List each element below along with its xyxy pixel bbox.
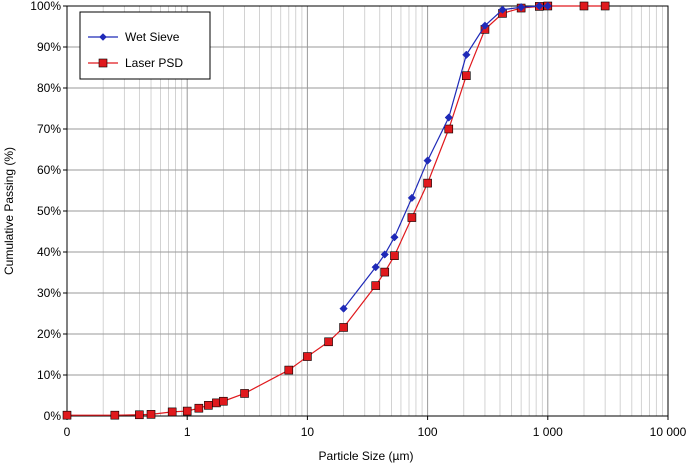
- data-point-laser-psd: [182, 406, 192, 416]
- y-tick-label: 90%: [37, 40, 61, 54]
- x-tick-label: 0: [64, 425, 71, 439]
- legend-marker-wet-sieve: [99, 33, 107, 41]
- x-tick-label: 1 000: [533, 425, 563, 439]
- data-point-laser-psd: [135, 410, 144, 420]
- y-tick-label: 100%: [30, 0, 61, 13]
- data-point-wet-sieve: [371, 263, 380, 272]
- data-point-laser-psd: [390, 251, 399, 260]
- data-point-wet-sieve: [380, 250, 389, 259]
- data-point-wet-sieve: [423, 156, 432, 165]
- y-tick-label: 30%: [37, 286, 61, 300]
- data-point-wet-sieve: [535, 1, 544, 11]
- data-point-laser-psd: [371, 281, 380, 290]
- data-point-laser-psd: [444, 124, 454, 134]
- data-point-wet-sieve: [339, 304, 348, 313]
- data-point-laser-psd: [110, 410, 120, 420]
- y-tick-label: 60%: [37, 163, 61, 177]
- data-point-wet-sieve: [444, 113, 453, 122]
- data-point-laser-psd: [146, 410, 156, 419]
- data-point-laser-psd: [462, 71, 471, 80]
- legend-marker-laser-psd: [98, 58, 108, 68]
- tick-labels: 0 1 10 100 1 000 10 000 0% 10% 20% 30% 40% 50% 60% 70…: [30, 0, 686, 439]
- data-point-wet-sieve: [498, 5, 507, 14]
- x-tick-label: 1: [184, 425, 191, 439]
- data-point-laser-psd: [167, 407, 177, 417]
- series-line-wet-sieve: [343, 5, 548, 309]
- data-point-laser-psd: [423, 178, 432, 188]
- y-tick-label: 70%: [37, 122, 61, 136]
- data-point-laser-psd: [380, 267, 390, 277]
- legend-box: [79, 11, 211, 80]
- y-tick-label: 10%: [37, 368, 61, 382]
- data-point-laser-psd: [579, 1, 589, 11]
- data-point-laser-psd: [62, 410, 72, 420]
- data-point-laser-psd: [204, 401, 213, 410]
- x-tick-label: 10 000: [650, 425, 687, 439]
- data-point-wet-sieve: [407, 193, 417, 203]
- y-axis-title: Cumulative Passing (%): [2, 147, 16, 275]
- x-axis-title: Particle Size (µm): [319, 449, 414, 463]
- legend-label-laser-psd: Laser PSD: [125, 56, 183, 70]
- y-tick-label: 80%: [37, 81, 61, 95]
- data-point-laser-psd: [219, 396, 228, 406]
- axes: [63, 5, 669, 420]
- series-layer: [62, 1, 610, 420]
- data-point-wet-sieve: [480, 21, 490, 30]
- y-tick-label: 20%: [37, 327, 61, 341]
- data-point-laser-psd: [240, 389, 249, 398]
- data-point-laser-psd: [339, 323, 348, 332]
- data-point-laser-psd: [303, 352, 312, 361]
- y-tick-label: 50%: [37, 204, 61, 218]
- legend-label-wet-sieve: Wet Sieve: [125, 30, 180, 44]
- data-point-laser-psd: [600, 1, 610, 11]
- data-point-wet-sieve: [462, 50, 471, 59]
- x-tick-label: 100: [418, 425, 438, 439]
- data-point-laser-psd: [407, 213, 417, 222]
- y-tick-label: 40%: [37, 245, 61, 259]
- data-point-laser-psd: [324, 337, 333, 347]
- x-tick-label: 10: [301, 425, 315, 439]
- data-point-wet-sieve: [516, 3, 526, 12]
- y-tick-label: 0%: [44, 409, 62, 423]
- data-point-laser-psd: [284, 365, 294, 375]
- data-point-laser-psd: [194, 403, 204, 413]
- legend: Wet Sieve Laser PSD: [79, 11, 211, 80]
- data-point-wet-sieve: [543, 1, 552, 11]
- data-point-wet-sieve: [390, 233, 399, 242]
